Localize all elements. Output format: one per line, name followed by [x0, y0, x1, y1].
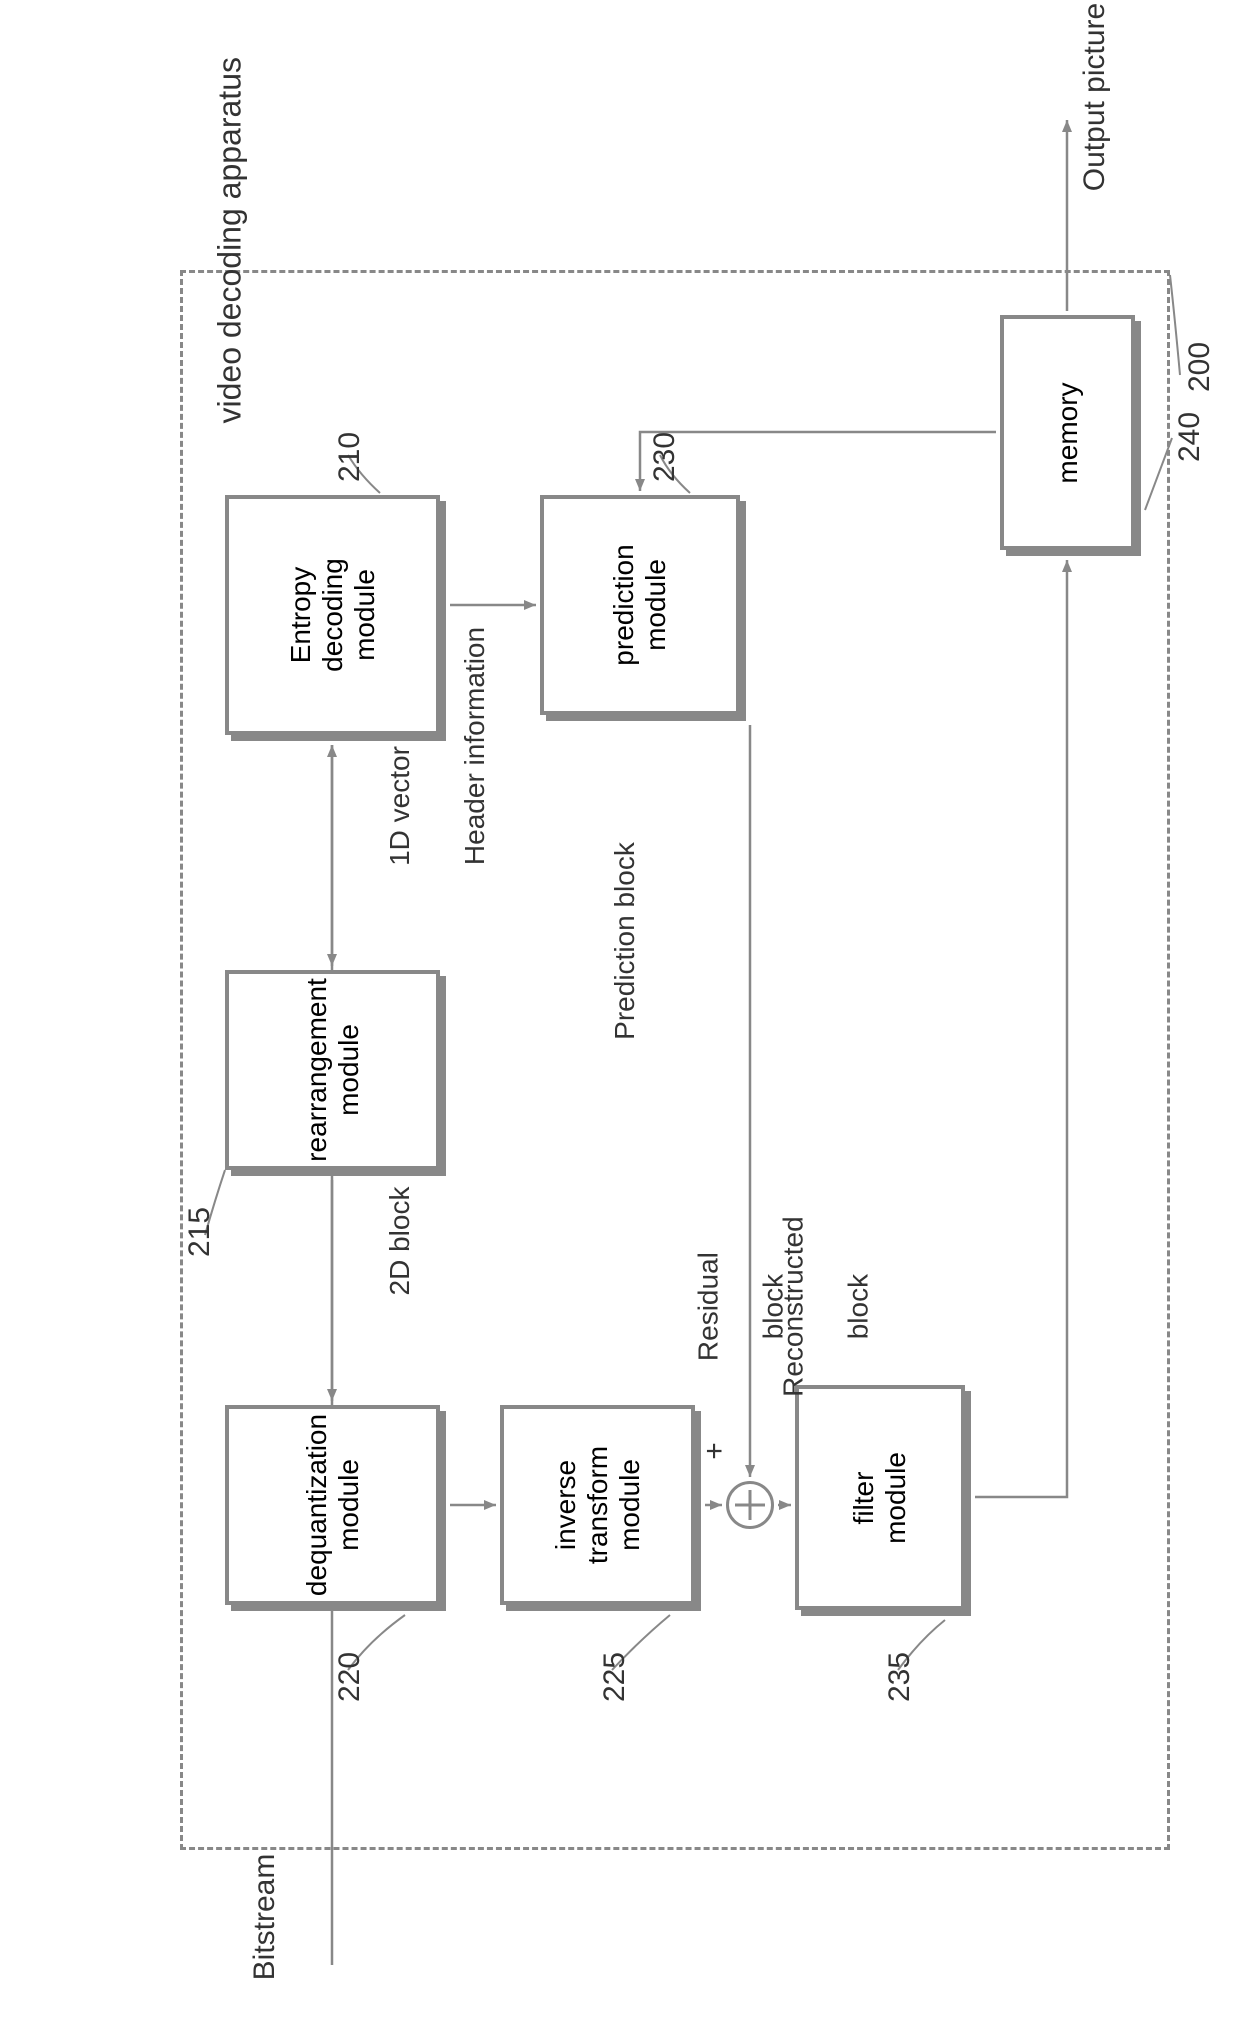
edge-reconstructed: Reconstructed block: [746, 1194, 875, 1434]
entropy-l1: Entropy: [285, 495, 317, 735]
entropy-l2: decoding: [317, 495, 349, 735]
memory-module: memory: [1000, 315, 1135, 550]
edge-2d-block: 2D block: [384, 1161, 416, 1321]
ref-210: 210: [333, 422, 367, 492]
ref-220: 220: [333, 1642, 367, 1712]
entropy-decoding-module: Entropy decoding module: [225, 495, 440, 735]
adder-node: [726, 1481, 774, 1529]
pred-l1: prediction: [608, 500, 640, 710]
ref-200: 200: [1183, 332, 1217, 402]
itrans-l2: transform: [582, 1405, 614, 1605]
rearrangement-module: rearrangement module: [225, 970, 440, 1170]
dequant-l1: dequantization: [301, 1395, 333, 1615]
diagram-title: video decoding apparatus: [212, 64, 249, 424]
input-label: Bitstream: [248, 1837, 282, 1997]
ref-240: 240: [1173, 402, 1207, 472]
entropy-l3: module: [349, 495, 381, 735]
edge-header-info: Header information: [459, 606, 491, 886]
dequantization-module: dequantization module: [225, 1405, 440, 1605]
pred-l2: module: [640, 500, 672, 710]
residual-l1: Residual: [693, 1252, 724, 1361]
ref-215: 215: [183, 1197, 217, 1267]
dequant-l2: module: [333, 1395, 365, 1615]
rearrange-l2: module: [333, 960, 365, 1180]
memory-l1: memory: [1052, 333, 1084, 533]
edge-1d-vector: 1D vector: [384, 726, 416, 886]
itrans-l1: inverse: [550, 1405, 582, 1605]
recon-l2: block: [842, 1274, 873, 1339]
prediction-module: prediction module: [540, 495, 740, 715]
ref-225: 225: [598, 1642, 632, 1712]
filter-l2: module: [880, 1393, 912, 1603]
ref-235: 235: [883, 1642, 917, 1712]
rearrange-l1: rearrangement: [301, 960, 333, 1180]
ref-230: 230: [648, 422, 682, 492]
output-label: Output picture: [1078, 0, 1112, 207]
adder-plus-label: +: [698, 1436, 732, 1466]
inverse-transform-module: inverse transform module: [500, 1405, 695, 1605]
edge-prediction-block: Prediction block: [609, 816, 641, 1066]
itrans-l3: module: [614, 1405, 646, 1605]
recon-l1: Reconstructed: [778, 1216, 809, 1397]
